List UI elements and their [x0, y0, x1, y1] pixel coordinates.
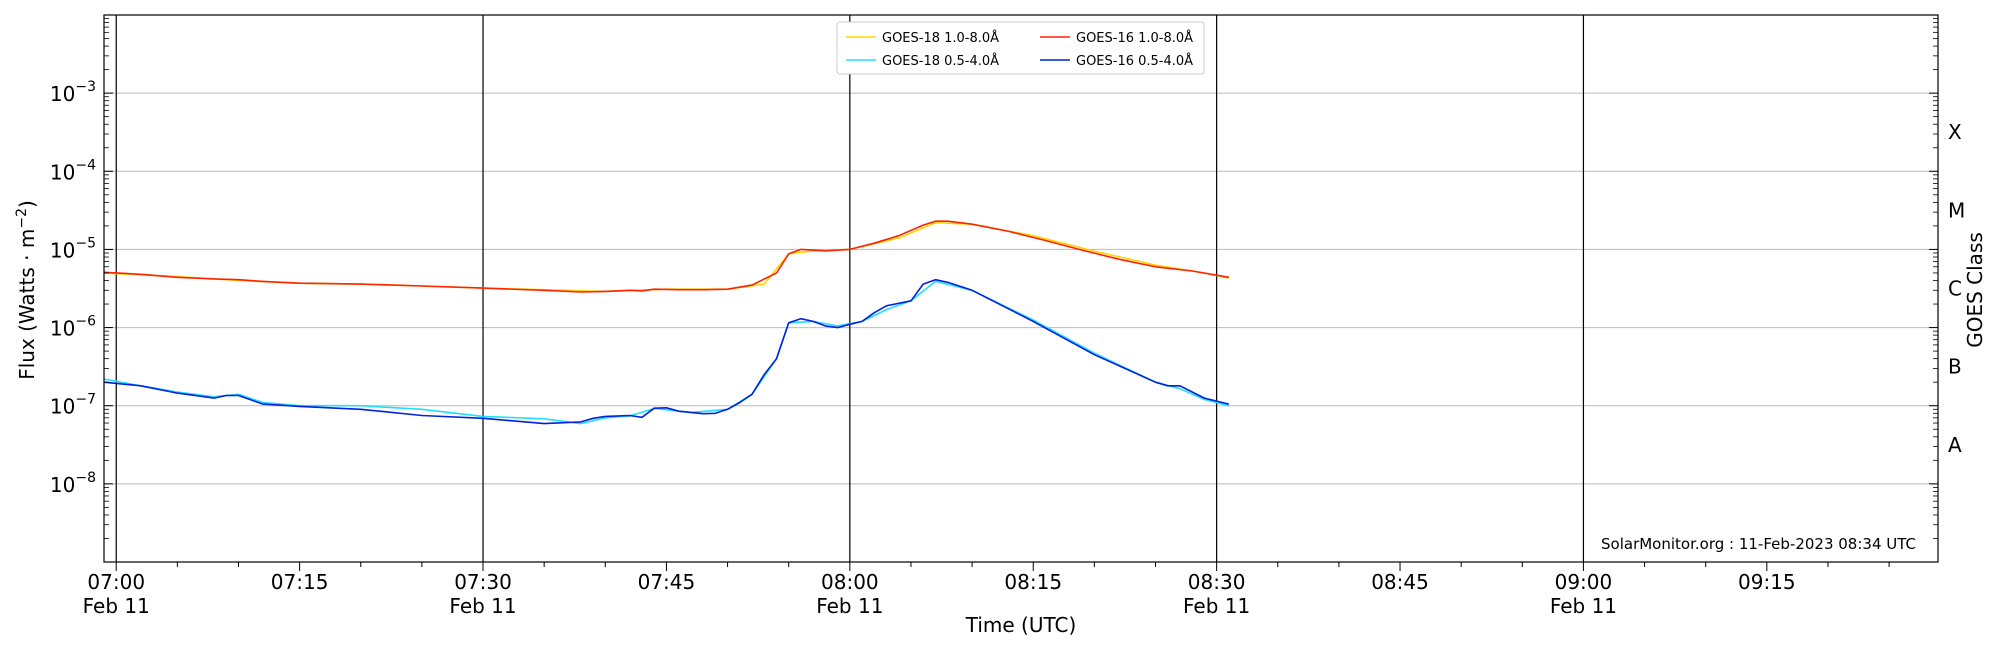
goes-class-label: M	[1948, 198, 1965, 222]
goes-class-label: B	[1948, 355, 1962, 379]
plot-area-frame	[103, 14, 1939, 563]
y-tick-label: 10−6	[50, 314, 96, 341]
y-tick-exponent: −4	[75, 157, 96, 173]
y-axis-tick-labels: 10−310−410−510−610−710−8	[50, 79, 96, 497]
series-line-1	[103, 280, 1230, 425]
x-tick-label: 08:00	[821, 570, 879, 594]
series-line-3	[103, 278, 1230, 425]
y-tick-base: 10	[50, 238, 75, 262]
y-tick-label: 10−3	[50, 79, 96, 106]
y-tick-exponent: −5	[75, 235, 96, 251]
goes-class-label: A	[1948, 433, 1962, 457]
series-line-2	[103, 220, 1230, 293]
y-tick-exponent: −8	[75, 470, 96, 486]
x-tick-date-label: Feb 11	[1550, 594, 1617, 618]
y-tick-base: 10	[50, 473, 75, 497]
legend-box	[836, 21, 1205, 75]
y-tick-exponent: −6	[75, 314, 96, 330]
y-tick-exponent: −3	[75, 79, 96, 95]
y-tick-label: 10−7	[50, 392, 96, 419]
credit-text: SolarMonitor.org : 11-Feb-2023 08:34 UTC	[1601, 535, 1916, 553]
goes-class-label: C	[1948, 277, 1962, 301]
right-axis-title: GOES Class	[1963, 232, 1987, 348]
grid	[104, 15, 1938, 562]
legend-label: GOES-18 0.5-4.0Å	[882, 53, 999, 69]
x-tick-label: 08:30	[1188, 570, 1246, 594]
x-tick-label: 08:15	[1004, 570, 1062, 594]
legend-label: GOES-16 0.5-4.0Å	[1076, 53, 1193, 69]
goes-class-label: X	[1948, 120, 1962, 144]
x-tick-date-label: Feb 11	[816, 594, 883, 618]
y-tick-label: 10−8	[50, 470, 96, 497]
x-tick-label: 07:00	[87, 570, 145, 594]
y-tick-exponent: −7	[75, 392, 96, 408]
goes-class-labels: X M C B A	[1948, 120, 1965, 457]
legend-label: GOES-18 1.0-8.0Å	[882, 30, 999, 46]
series-lines	[103, 220, 1230, 425]
axis-ticks	[104, 14, 1938, 571]
x-tick-label: 09:15	[1738, 570, 1796, 594]
y-tick-base: 10	[50, 395, 75, 419]
x-tick-date-label: Feb 11	[1183, 594, 1250, 618]
x-tick-date-label: Feb 11	[83, 594, 150, 618]
x-tick-label: 09:00	[1555, 570, 1613, 594]
x-tick-label: 07:30	[454, 570, 512, 594]
x-tick-label: 08:45	[1371, 570, 1429, 594]
x-tick-date-label: Feb 11	[449, 594, 516, 618]
legend: GOES-18 1.0-8.0Å GOES-18 0.5-4.0Å GOES-16 …	[836, 21, 1205, 75]
y-tick-label: 10−4	[50, 157, 96, 184]
y-tick-label: 10−5	[50, 235, 96, 262]
x-tick-label: 07:45	[638, 570, 696, 594]
x-tick-label: 07:15	[271, 570, 329, 594]
legend-label: GOES-16 1.0-8.0Å	[1076, 30, 1193, 46]
y-axis-title: Flux (Watts · m−2)	[14, 200, 39, 380]
y-tick-base: 10	[50, 82, 75, 106]
y-tick-base: 10	[50, 317, 75, 341]
x-axis-title: Time (UTC)	[965, 613, 1077, 637]
y-tick-base: 10	[50, 160, 75, 184]
